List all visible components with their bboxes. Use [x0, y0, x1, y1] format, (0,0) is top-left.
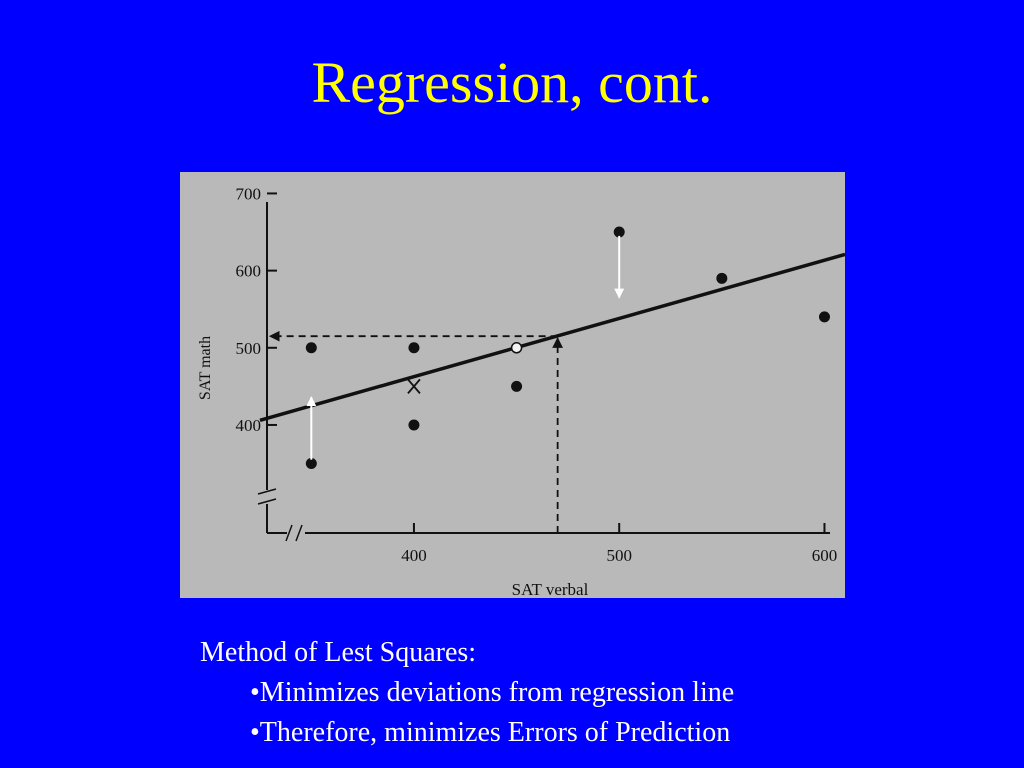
y-tick-label: 700 — [236, 184, 262, 203]
mean-point-marker — [407, 378, 421, 394]
data-point — [305, 342, 317, 354]
data-point — [613, 226, 625, 238]
x-tick-label: 400 — [401, 546, 427, 565]
regression-line — [259, 252, 845, 423]
x-axis-break — [285, 524, 293, 542]
bullet-item: •Therefore, minimizes Errors of Predicti… — [250, 717, 731, 748]
y-tick-label: 400 — [236, 416, 262, 435]
slide-body: Method of Lest Squares: •Minimizes devia… — [200, 633, 734, 753]
data-point — [305, 458, 317, 470]
x-tick-label: 500 — [606, 546, 632, 565]
y-tick-label: 500 — [236, 339, 262, 358]
x-axis-break — [295, 524, 303, 542]
y-axis-break — [257, 488, 277, 495]
chart-axes: 400 500 600 700 400 500 600 — [236, 184, 838, 565]
slide-title: Regression, cont. — [311, 50, 713, 115]
scatter-chart: 400 500 600 700 400 500 600 SAT verbal SAT mat… — [197, 184, 845, 598]
subheading: Method of Lest Squares: — [200, 637, 477, 668]
data-point — [408, 342, 420, 354]
predicted-point — [510, 342, 523, 354]
data-point — [716, 272, 728, 284]
data-point — [511, 380, 523, 392]
y-tick-label: 600 — [236, 262, 262, 281]
data-point — [818, 311, 830, 323]
y-axis-break — [257, 498, 277, 505]
y-axis-label: SAT math — [197, 336, 214, 400]
bullet-item: •Minimizes deviations from regression li… — [250, 677, 735, 708]
chart-marks — [259, 226, 845, 533]
x-axis-label: SAT verbal — [512, 580, 589, 598]
x-tick-label: 600 — [812, 546, 838, 565]
regression-figure: 400 500 600 700 400 500 600 SAT verbal SAT mat… — [180, 172, 845, 598]
data-point — [408, 419, 420, 431]
